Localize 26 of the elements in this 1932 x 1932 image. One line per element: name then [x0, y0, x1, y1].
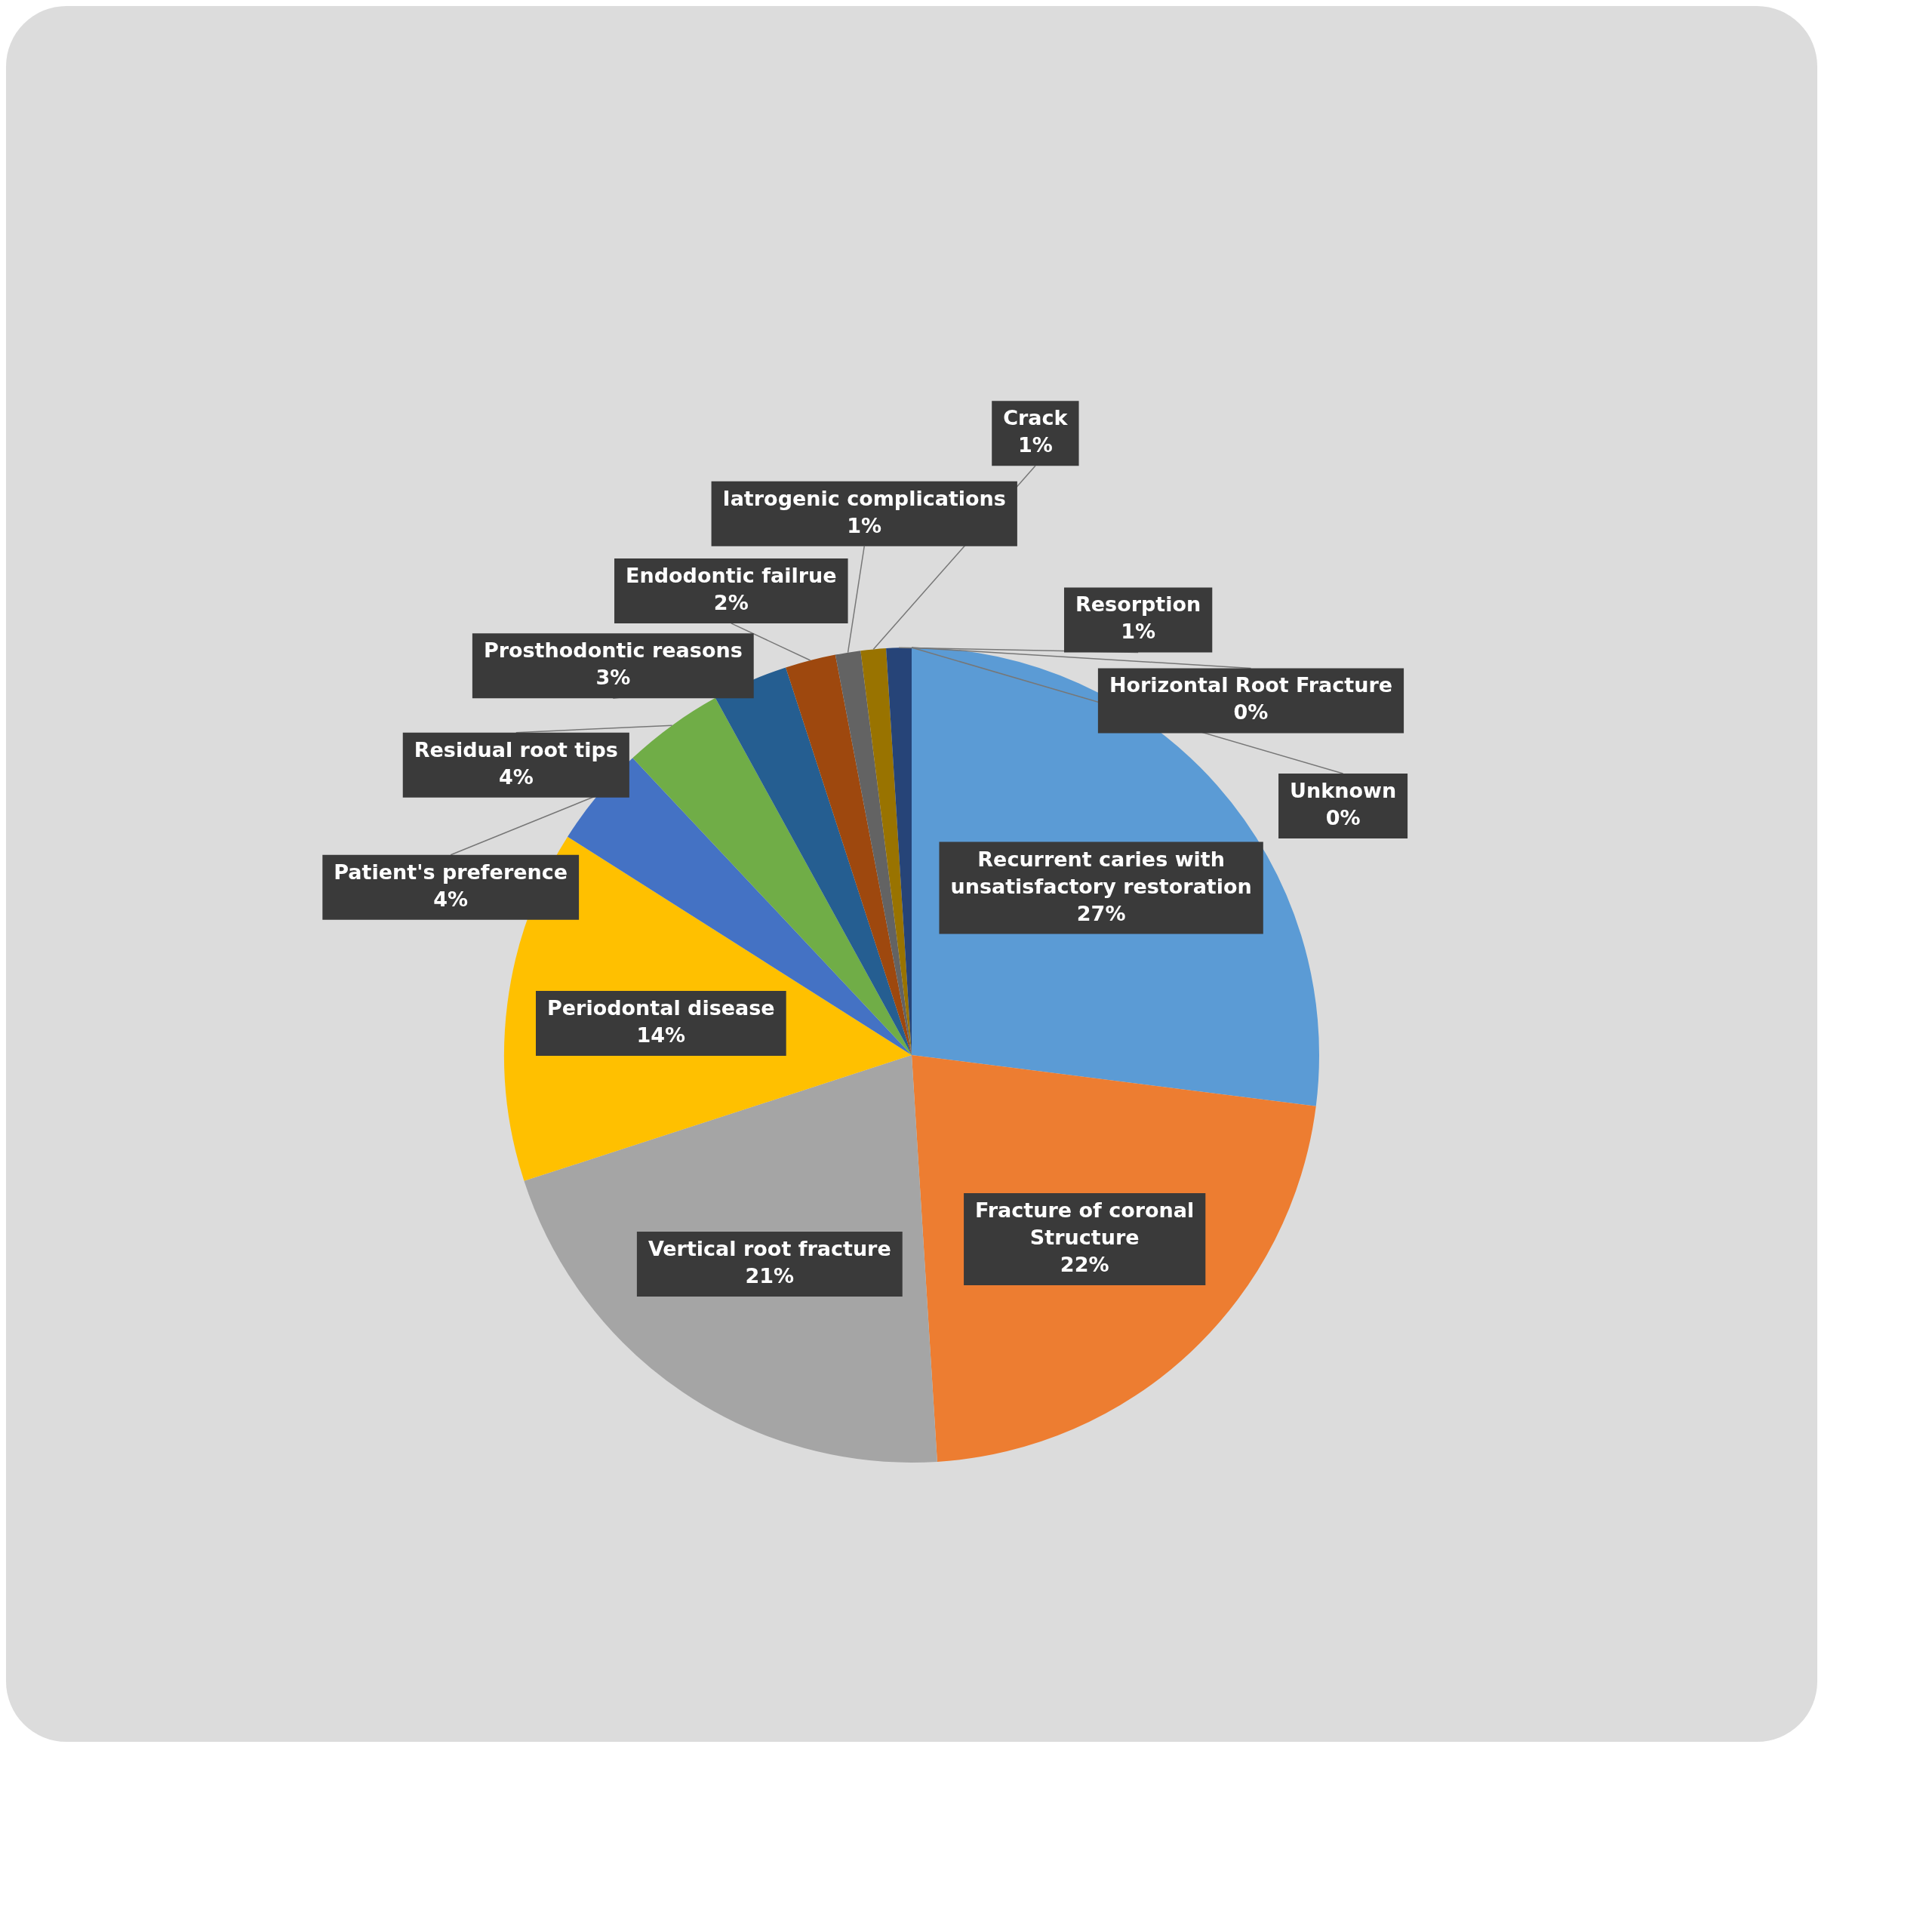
category-label: Unknown: [1290, 779, 1397, 803]
slice-label: Patient's preference: [334, 860, 568, 884]
data-label: 4%: [433, 887, 469, 911]
slice-label: Residual root tips: [414, 737, 618, 761]
data-label: 1%: [1017, 433, 1053, 457]
data-label: 1%: [1121, 620, 1156, 644]
data-label: 27%: [1076, 901, 1126, 925]
data-label: 4%: [498, 764, 534, 789]
slice-label: Fracture of coronal Structure: [975, 1198, 1195, 1250]
slice-label: Resorption: [1075, 592, 1201, 617]
slice-label: Iatrogenic complications: [722, 486, 1006, 510]
data-label: 14%: [636, 1023, 686, 1048]
category-label: Horizontal Root Fracture: [1109, 673, 1393, 697]
data-label: 3%: [595, 666, 631, 690]
slice-label: Prosthodontic reasons: [483, 638, 743, 663]
data-label: 1%: [847, 513, 882, 537]
slice-label: Periodontal disease: [547, 996, 775, 1020]
slice-label: Crack: [1003, 406, 1069, 430]
slice-label: Recurrent caries with unsatisfactory restoration: [950, 847, 1252, 898]
slice-label: Vertical root fracture: [648, 1236, 891, 1260]
text: 0%: [1233, 700, 1269, 724]
text: 0%: [1325, 806, 1361, 830]
data-label: 21%: [745, 1263, 795, 1287]
data-label: 22%: [1060, 1253, 1109, 1277]
data-label: 2%: [713, 590, 749, 614]
slice-label: Endodontic failrue: [626, 563, 837, 587]
